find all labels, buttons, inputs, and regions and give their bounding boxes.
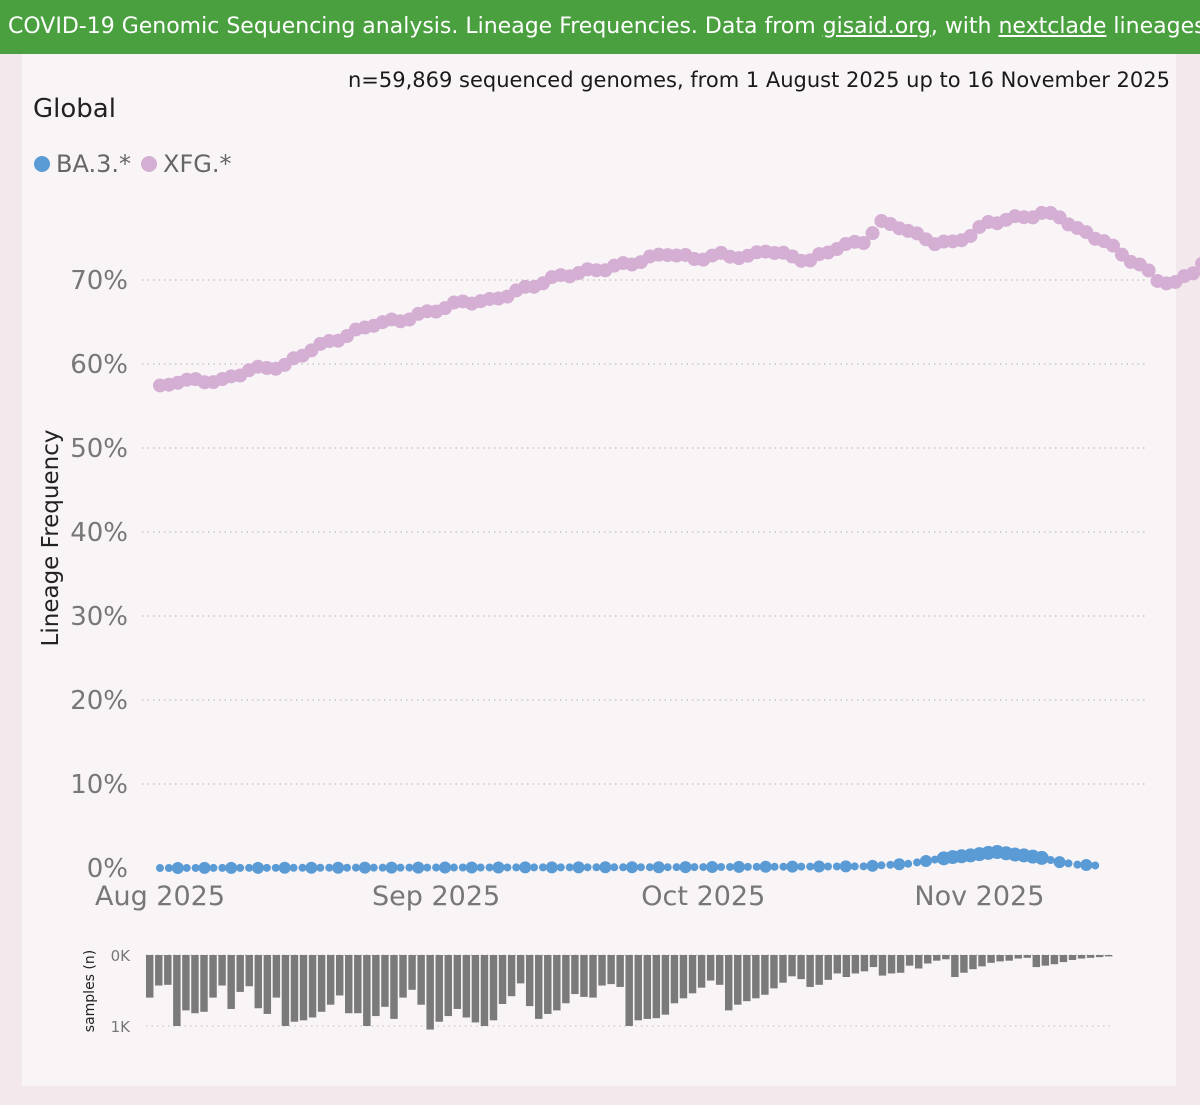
- chart-panel: [22, 54, 1176, 1086]
- chart-legend: BA.3.* XFG.*: [34, 150, 241, 178]
- legend-label-ba3: BA.3.*: [56, 150, 131, 178]
- legend-item-ba3[interactable]: BA.3.*: [34, 150, 131, 178]
- legend-marker-xfg: [141, 156, 157, 172]
- header-banner: COVID-19 Genomic Sequencing analysis. Li…: [0, 0, 1200, 54]
- banner-middle: , with: [930, 14, 999, 39]
- gisaid-link[interactable]: gisaid.org: [822, 14, 931, 39]
- region-title: Global: [33, 94, 116, 124]
- banner-prefix: COVID-19 Genomic Sequencing analysis. Li…: [8, 14, 823, 39]
- banner-suffix: lineages. Source: [1113, 14, 1200, 39]
- legend-marker-ba3: [34, 156, 50, 172]
- legend-item-xfg[interactable]: XFG.*: [141, 150, 231, 178]
- data-point-xfg: [1186, 266, 1200, 281]
- data-point-xfg: [1195, 257, 1200, 271]
- nextclade-link[interactable]: nextclade: [998, 14, 1107, 39]
- legend-label-xfg: XFG.*: [163, 150, 232, 178]
- data-point-xfg: [1177, 269, 1192, 284]
- chart-subtitle: n=59,869 sequenced genomes, from 1 Augus…: [347, 68, 1170, 92]
